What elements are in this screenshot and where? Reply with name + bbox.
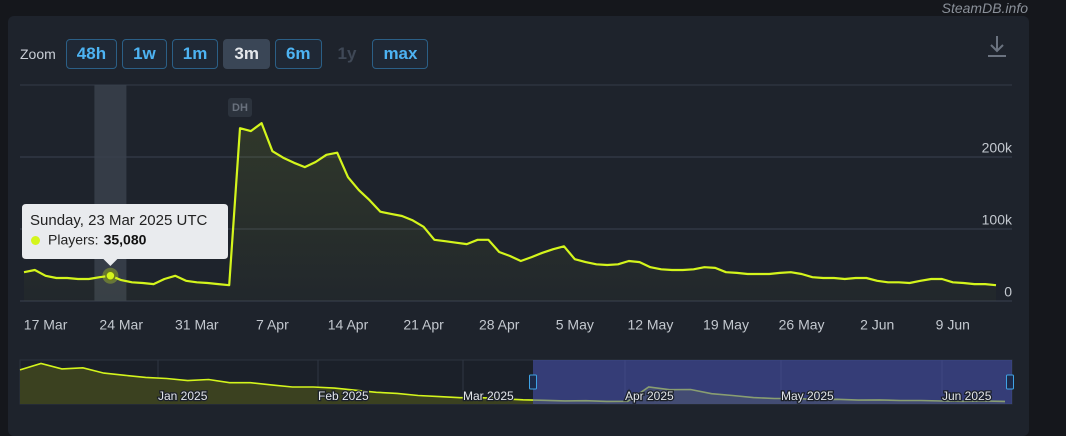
zoom-button[interactable]: 3m (223, 39, 270, 69)
navigator-label: Apr 2025 (625, 389, 674, 403)
tooltip-value: 35,080 (104, 232, 147, 248)
zoom-button[interactable]: 1m (171, 39, 219, 69)
hover-point (105, 270, 116, 281)
zoom-label: Zoom (20, 46, 56, 62)
navigator-label: Mar 2025 (463, 389, 514, 403)
chart: 0 100k 200k 17 Mar 24 Mar 31 Mar 7 Apr 14 Apr 21… (19, 36, 1014, 405)
navigator-label: Jan 2025 (158, 389, 208, 403)
zoom-button[interactable]: max (372, 39, 429, 69)
y-tick-label: 0 (1004, 284, 1012, 300)
tooltip-series-name: Players: (48, 232, 99, 248)
annotation-label: DH (232, 102, 248, 114)
y-tick-label: 100k (982, 212, 1013, 228)
x-tick-label: 19 May (703, 317, 749, 333)
x-tick-label: 24 Mar (99, 317, 143, 333)
navigator-label: Jun 2025 (942, 389, 992, 403)
x-tick-label: 17 Mar (24, 317, 68, 333)
x-tick-label: 7 Apr (256, 317, 289, 333)
tooltip-swatch (31, 236, 40, 245)
x-tick-label: 5 May (556, 317, 594, 333)
x-tick-label: 14 Apr (328, 317, 369, 333)
navigator-handle[interactable] (1006, 374, 1014, 390)
annotation-badge (228, 98, 252, 117)
page: {"credits": "SteamDB.info", "zoom": {"la… (8, 0, 1029, 436)
download-arrow-head (990, 44, 1004, 53)
zoom-button: 1y (337, 44, 357, 63)
y-tick-label: 200k (982, 140, 1013, 156)
navigator-label: May 2025 (781, 389, 834, 403)
zoom-bar: Zoom 48h 1w 1m 3m 6m 1y max (20, 38, 429, 70)
x-tick-label: 9 Jun (936, 317, 970, 333)
area (24, 123, 996, 301)
x-tick-label: 21 Apr (403, 317, 444, 333)
navigator-selection[interactable] (533, 360, 1012, 404)
zoom-button[interactable]: 48h (65, 39, 118, 69)
zoom-button[interactable]: 1w (122, 39, 167, 69)
navigator-area (20, 363, 1005, 404)
download-icon[interactable] (988, 36, 1006, 57)
x-tick-label: 26 May (779, 317, 825, 333)
navigator-handle[interactable] (529, 374, 537, 390)
x-tick-label: 28 Apr (479, 317, 520, 333)
tooltip-title: Sunday, 23 Mar 2025 UTC (30, 212, 207, 229)
x-tick-label: 12 May (627, 317, 673, 333)
line (23, 122, 997, 287)
x-tick-label: 31 Mar (175, 317, 219, 333)
tooltip-box (22, 204, 228, 266)
zoom-button[interactable]: 6m (274, 39, 322, 69)
x-tick-label: 2 Jun (860, 317, 894, 333)
navigator-label: Feb 2025 (318, 389, 369, 403)
credits[interactable]: SteamDB.info (941, 0, 1028, 16)
